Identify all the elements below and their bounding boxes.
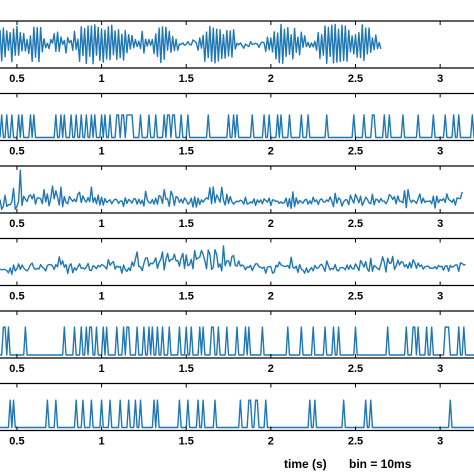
panel-4-tick-label: 2 [268, 291, 274, 303]
panel-4-tick-label: 1 [99, 291, 105, 303]
panel-6-tick-label: 1 [99, 436, 105, 448]
panel-2: 0.5 1 1.5 2 2.5 3 [0, 92, 474, 158]
panel-4-trace [0, 245, 466, 275]
panel-1: 0.5 1 1.5 2 2.5 3 [0, 20, 474, 85]
panel-6-tick-label: 2.5 [348, 436, 363, 448]
panel-2-tick-label: 2 [268, 146, 274, 158]
panel-1-trace [0, 23, 382, 65]
panel-6-tick-label: 1.5 [179, 436, 194, 448]
panel-6-tick-label: 0.5 [9, 436, 24, 448]
panel-4-tick-label: 0.5 [9, 291, 24, 303]
panel-4-tick-label: 3 [437, 291, 443, 303]
panel-5-tick-label: 1.5 [179, 363, 194, 375]
panel-4-tick-label: 1.5 [179, 291, 194, 303]
panel-5: 0.5 1 1.5 2 2.5 3 [0, 310, 474, 375]
panel-3-tick-label: 2 [268, 218, 274, 230]
panel-6-tick-label: 2 [268, 436, 274, 448]
panel-1-tick-label: 2.5 [348, 73, 363, 85]
panel-3-tick-label: 0.5 [9, 218, 24, 230]
panel-6: 0.5 1 1.5 2 2.5 3 [0, 382, 474, 448]
panel-1-tick-label: 2 [268, 73, 274, 85]
panel-3-tick-label: 2.5 [348, 218, 363, 230]
panel-4-tick-label: 2.5 [348, 291, 363, 303]
panel-3: 0.5 1 1.5 2 2.5 3 [0, 165, 474, 230]
panel-3-tick-label: 1 [99, 218, 105, 230]
panel-1-tick-label: 0.5 [9, 73, 24, 85]
panel-5-tick-label: 3 [437, 363, 443, 375]
footer: time (s) bin = 10ms [284, 457, 412, 471]
panel-1-tick-label: 3 [437, 73, 443, 85]
panel-3-tick-label: 3 [437, 218, 443, 230]
bin-annotation: bin = 10ms [349, 457, 412, 471]
panel-2-tick-label: 0.5 [9, 146, 24, 158]
panel-5-tick-label: 1 [99, 363, 105, 375]
panel-2-tick-label: 2.5 [348, 146, 363, 158]
panel-1-tick-label: 1 [99, 73, 105, 85]
panel-5-trace [0, 326, 474, 356]
panel-stack: 0.5 1 1.5 2 2.5 3 0.5 1 1.5 2 2.5 3 0.5 1 1.5 2 2.5 3 0.5 1… [0, 20, 474, 448]
panel-2-tick-label: 1.5 [179, 146, 194, 158]
panel-6-tick-label: 3 [437, 436, 443, 448]
x-axis-label: time (s) [284, 457, 327, 471]
panel-3-trace [0, 169, 463, 211]
panel-4: 0.5 1 1.5 2 2.5 3 [0, 237, 474, 303]
panel-6-trace [0, 399, 474, 429]
panel-2-trace [0, 114, 474, 139]
panel-5-tick-label: 2 [268, 363, 274, 375]
panel-1-tick-label: 1.5 [179, 73, 194, 85]
panel-5-tick-label: 0.5 [9, 363, 24, 375]
panel-2-tick-label: 3 [437, 146, 443, 158]
panel-3-tick-label: 1.5 [179, 218, 194, 230]
panel-2-tick-label: 1 [99, 146, 105, 158]
panel-5-tick-label: 2.5 [348, 363, 363, 375]
